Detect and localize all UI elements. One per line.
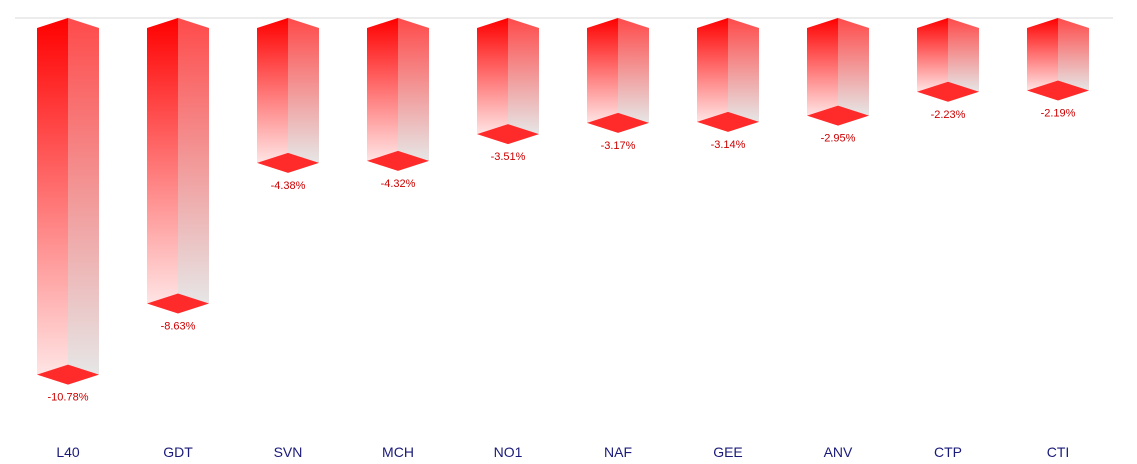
value-label: -2.19%: [1041, 107, 1076, 119]
bar-front: [257, 18, 288, 163]
bar-bottom: [917, 81, 979, 102]
bar-bottom: [587, 112, 649, 133]
value-label: -3.51%: [491, 151, 526, 163]
value-label: -8.63%: [161, 321, 196, 333]
x-tick-label: GDT: [163, 444, 193, 460]
value-label: -2.23%: [931, 109, 966, 121]
bar: [367, 18, 429, 171]
bar-bottom: [697, 111, 759, 132]
x-tick-label: SVN: [274, 444, 303, 460]
bar-side: [508, 18, 539, 135]
value-label: -2.95%: [821, 133, 856, 145]
bar-front: [807, 18, 838, 116]
bar-front: [697, 18, 728, 122]
x-tick-label: L40: [56, 444, 80, 460]
x-tick-label: GEE: [713, 444, 743, 460]
bar: [477, 18, 539, 145]
bar-bottom: [147, 293, 209, 314]
bar-bottom: [1027, 80, 1089, 101]
value-label: -4.38%: [271, 180, 306, 192]
value-label: -10.78%: [48, 392, 89, 404]
bar: [807, 18, 869, 126]
bar-side: [618, 18, 649, 123]
bar-front: [367, 18, 398, 161]
bar-side: [728, 18, 759, 122]
value-label: -4.32%: [381, 178, 416, 190]
bar-bottom: [37, 364, 99, 385]
x-tick-label: NAF: [604, 444, 632, 460]
x-tick-label: NO1: [494, 444, 523, 460]
bar-side: [948, 18, 979, 92]
x-tick-label: ANV: [824, 444, 853, 460]
bar: [257, 18, 319, 173]
bar-bottom: [477, 124, 539, 145]
bar-front: [37, 18, 68, 375]
bar-bottom: [367, 150, 429, 171]
bar-bottom: [257, 152, 319, 173]
bar-side: [68, 18, 99, 375]
x-tick-label: CTI: [1047, 444, 1070, 460]
bar-front: [147, 18, 178, 304]
value-label: -3.17%: [601, 140, 636, 152]
bar: [37, 18, 99, 385]
bar: [1027, 18, 1089, 101]
bar: [697, 18, 759, 132]
bar-side: [1058, 18, 1089, 91]
x-tick-label: MCH: [382, 444, 414, 460]
bar-side: [178, 18, 209, 304]
value-label: -3.14%: [711, 139, 746, 151]
bar-front: [587, 18, 618, 123]
bar-front: [477, 18, 508, 135]
bar-side: [398, 18, 429, 161]
x-tick-label: CTP: [934, 444, 962, 460]
bar-bottom: [807, 105, 869, 126]
bar-front: [1027, 18, 1058, 91]
bar: [587, 18, 649, 133]
bar-front: [917, 18, 948, 92]
bar: [147, 18, 209, 314]
bar-side: [838, 18, 869, 116]
bar: [917, 18, 979, 102]
bar-side: [288, 18, 319, 163]
